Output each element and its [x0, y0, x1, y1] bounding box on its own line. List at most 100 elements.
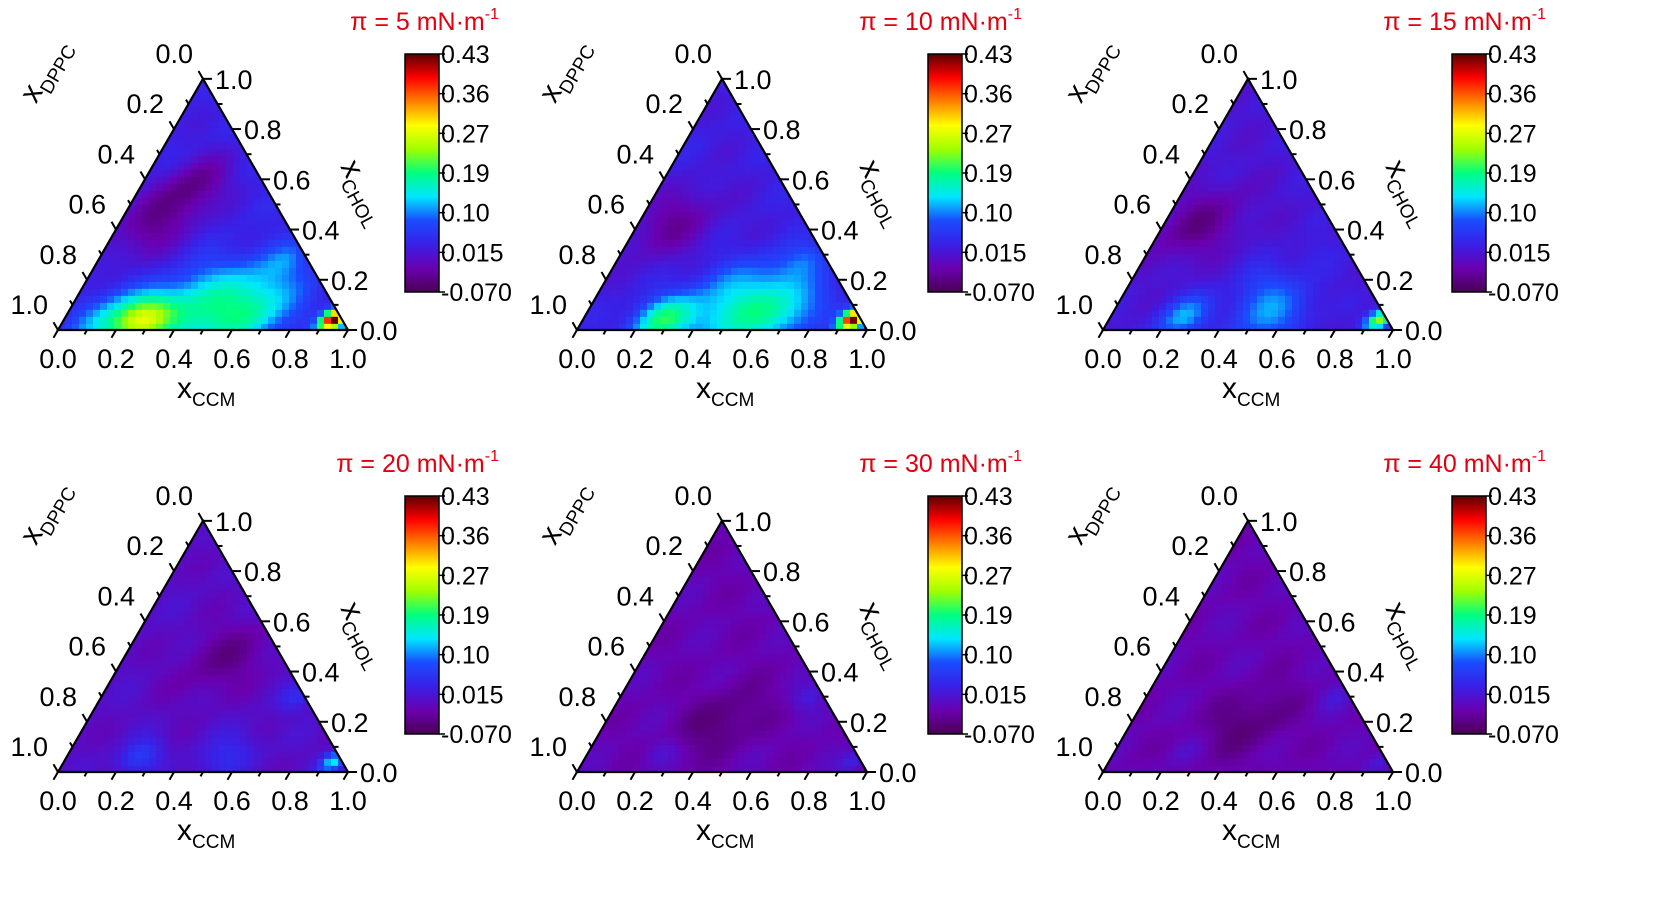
- bottom-axis-tick: [284, 771, 291, 781]
- left-axis-tick: [81, 271, 88, 281]
- colorbar: [404, 495, 440, 735]
- right-tick-label: 0.6: [273, 165, 311, 195]
- left-axis-tick: [588, 300, 593, 306]
- bottom-axis-tick: [1128, 329, 1133, 335]
- right-tick-label: 0.8: [763, 557, 801, 587]
- left-tick-label: 1.0: [1055, 290, 1093, 320]
- left-axis-label: xDPPC: [532, 33, 600, 111]
- left-axis-tick: [52, 321, 59, 331]
- left-axis-tick: [1201, 149, 1206, 155]
- colorbar-tick-label: 0.015: [964, 681, 1027, 709]
- bottom-tick-label: 0.8: [271, 786, 309, 816]
- left-axis-tick: [1155, 221, 1162, 231]
- bottom-axis-tick: [718, 329, 723, 335]
- colorbar-tick-label: 0.015: [964, 239, 1027, 267]
- bottom-axis-tick: [687, 329, 694, 339]
- bottom-axis-tick: [83, 771, 88, 777]
- left-axis-tick: [69, 300, 74, 306]
- bottom-tick-label: 0.6: [1258, 786, 1296, 816]
- left-axis-tick: [588, 742, 593, 748]
- right-tick-label: 0.0: [360, 758, 398, 788]
- colorbar-tick-label: 0.19: [1488, 160, 1537, 188]
- left-tick-label: 0.6: [1113, 190, 1151, 220]
- bottom-axis-tick: [1271, 771, 1278, 781]
- bottom-tick-label: 0.2: [1142, 344, 1180, 374]
- bottom-tick-label: 0.0: [1084, 786, 1122, 816]
- right-tick-label: 1.0: [1260, 65, 1298, 95]
- bottom-tick-label: 0.2: [97, 786, 135, 816]
- left-axis-label: xDPPC: [13, 475, 81, 553]
- left-axis-tick: [1213, 120, 1220, 130]
- panel-title: π = 20 mN·m-1: [336, 448, 499, 478]
- bottom-axis-tick: [660, 329, 665, 335]
- bottom-axis-tick: [776, 329, 781, 335]
- bottom-axis-tick: [315, 771, 320, 777]
- bottom-axis-tick: [571, 771, 578, 781]
- bottom-tick-label: 0.0: [1084, 344, 1122, 374]
- panel-title: π = 40 mN·m-1: [1383, 448, 1546, 478]
- bottom-tick-label: 0.0: [39, 786, 77, 816]
- colorbar-tick-label: 0.36: [441, 81, 490, 109]
- left-axis-tick: [646, 641, 651, 647]
- left-axis-label: xDPPC: [1058, 33, 1126, 111]
- colorbar-tick-label: 0.015: [1488, 239, 1551, 267]
- left-axis-tick: [110, 221, 117, 231]
- bottom-tick-label: 0.2: [97, 344, 135, 374]
- left-axis-label: xDPPC: [532, 475, 600, 553]
- bottom-axis-label: xCCM: [1222, 814, 1280, 853]
- bottom-axis-tick: [660, 771, 665, 777]
- left-axis-tick: [1097, 763, 1104, 773]
- left-tick-label: 0.6: [1113, 632, 1151, 662]
- colorbar-tick-label: 0.19: [1488, 602, 1537, 630]
- left-axis-tick: [1172, 641, 1177, 647]
- bottom-tick-label: 0.6: [732, 786, 770, 816]
- colorbar: [1451, 53, 1487, 293]
- colorbar-tick-label: 0.015: [441, 239, 504, 267]
- left-axis-tick: [98, 691, 103, 698]
- left-axis-tick: [704, 99, 709, 105]
- bottom-tick-label: 1.0: [848, 786, 886, 816]
- bottom-axis-tick: [1244, 771, 1249, 777]
- bottom-tick-label: 0.2: [616, 344, 654, 374]
- left-axis-label: xDPPC: [13, 33, 81, 111]
- bottom-tick-label: 0.6: [213, 786, 251, 816]
- right-tick-label: 0.0: [1405, 758, 1443, 788]
- bottom-axis-tick: [110, 329, 117, 339]
- ternary-panel-5: 0.0 0.2 0.4 0.6 0.8 1.00.00.20.40.60.81.00.00…: [529, 448, 1034, 853]
- left-tick-label: 0.6: [68, 190, 106, 220]
- bottom-tick-label: 1.0: [329, 786, 367, 816]
- left-axis-tick: [197, 512, 204, 522]
- left-tick-label: 1.0: [10, 732, 48, 762]
- left-axis-tick: [139, 171, 146, 180]
- left-tick-label: 1.0: [1055, 732, 1093, 762]
- colorbar-tick-label: 0.19: [441, 160, 490, 188]
- bottom-axis-tick: [284, 329, 291, 339]
- bottom-axis-tick: [1128, 771, 1133, 777]
- left-axis-tick: [704, 541, 709, 547]
- right-tick-label: 0.4: [1347, 658, 1385, 688]
- bottom-axis-tick: [199, 771, 204, 777]
- bottom-axis-tick: [629, 771, 636, 781]
- colorbar-tick-label: 0.27: [1488, 562, 1537, 590]
- left-tick-label: 0.2: [1171, 531, 1209, 561]
- ternary-ticks: [1097, 512, 1402, 781]
- bottom-axis-tick: [1213, 771, 1220, 781]
- bottom-axis-tick: [718, 771, 723, 777]
- left-axis-tick: [52, 763, 59, 773]
- ternary-panel-4: 0.0 0.2 0.4 0.6 0.8 1.00.00.20.40.60.81.00.00…: [10, 448, 511, 853]
- ternary-panel-6: 0.0 0.2 0.4 0.6 0.8 1.00.00.20.40.60.81.00.00…: [1055, 448, 1558, 853]
- right-tick-label: 0.2: [1376, 708, 1414, 738]
- bottom-tick-label: 0.4: [155, 344, 193, 374]
- colorbar-tick-label: 0.10: [1488, 200, 1537, 228]
- right-tick-label: 1.0: [1260, 507, 1298, 537]
- left-tick-label: 0.8: [558, 682, 596, 712]
- left-tick-label: 0.8: [39, 240, 77, 270]
- ternary-ticks: [1097, 70, 1402, 339]
- bottom-axis-label: xCCM: [1222, 372, 1280, 411]
- bottom-axis-tick: [1155, 329, 1162, 339]
- bottom-tick-label: 0.8: [271, 344, 309, 374]
- left-axis-tick: [1230, 99, 1235, 105]
- bottom-axis-tick: [1213, 329, 1220, 339]
- colorbar-tick-label: 0.27: [441, 120, 490, 148]
- bottom-tick-label: 0.8: [790, 786, 828, 816]
